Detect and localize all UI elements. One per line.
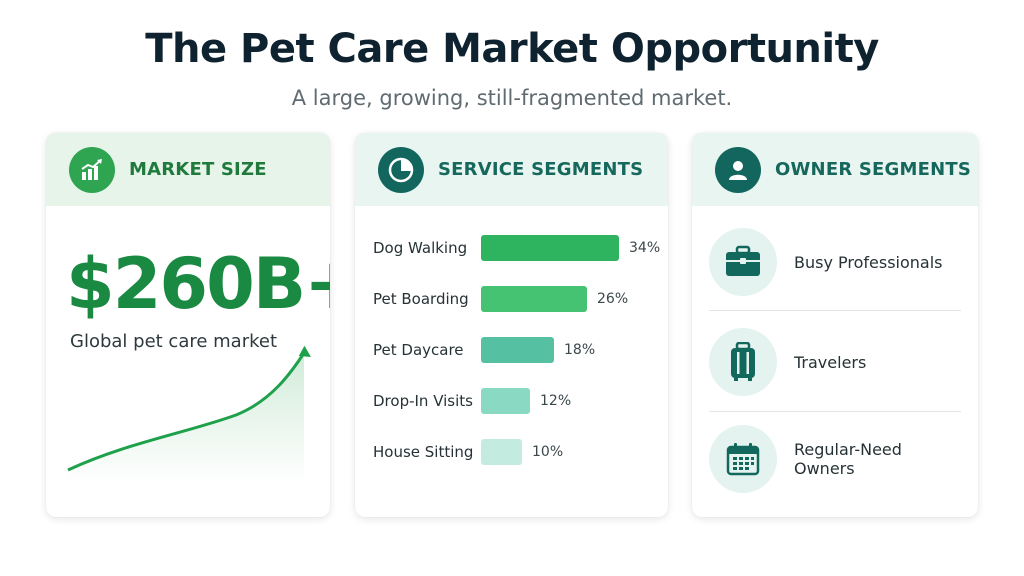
market-size-value: $260B+ (66, 243, 330, 325)
calendar-icon (709, 425, 777, 493)
divider (709, 310, 961, 311)
service-segment-percent: 26% (597, 291, 629, 307)
divider (709, 411, 961, 412)
service-segment-bar (481, 286, 587, 312)
service-segment-percent: 18% (564, 342, 596, 358)
user-icon (715, 146, 761, 193)
service-segments-card: SERVICE SEGMENTS Dog Walking 34% Pet Board… (355, 133, 668, 517)
service-segments-header: SERVICE SEGMENTS (355, 133, 668, 206)
growth-curve-illustration (67, 345, 311, 483)
page-title: The Pet Care Market Opportunity (145, 26, 879, 72)
service-segment-row: Pet Daycare 18% (373, 335, 595, 365)
owner-segment-item: Travelers (709, 328, 961, 396)
market-size-heading: MARKET SIZE (129, 159, 267, 180)
owner-segments-header: OWNER SEGMENTS (692, 133, 978, 206)
service-segment-row: Pet Boarding 26% (373, 284, 628, 314)
briefcase-icon (709, 228, 777, 296)
page-subtitle: A large, growing, still-fragmented marke… (291, 86, 733, 110)
service-segment-label: Dog Walking (373, 239, 468, 257)
market-size-card: MARKET SIZE $260B+ Global pet care marke… (46, 133, 330, 517)
service-segment-label: House Sitting (373, 443, 474, 461)
market-size-header: MARKET SIZE (46, 133, 330, 206)
owner-segment-label: Regular-Need Owners (794, 440, 902, 478)
market-size-description: Global pet care market (70, 331, 278, 352)
owner-segment-label: Busy Professionals (794, 252, 943, 272)
owner-segment-item: Busy Professionals (709, 228, 961, 296)
service-segment-label: Pet Boarding (373, 290, 469, 308)
service-segment-bar (481, 439, 522, 465)
owner-segment-item: Regular-Need Owners (709, 425, 961, 493)
service-segment-bar (481, 337, 554, 363)
service-segment-label: Pet Daycare (373, 341, 464, 359)
pie-chart-icon (378, 146, 424, 193)
service-segment-percent: 10% (532, 444, 564, 460)
owner-segments-heading: OWNER SEGMENTS (775, 159, 971, 180)
service-segment-label: Drop-In Visits (373, 392, 473, 410)
growth-chart-icon (69, 146, 115, 193)
service-segment-row: Drop-In Visits 12% (373, 386, 571, 416)
service-segment-bar (481, 235, 619, 261)
service-segment-percent: 12% (540, 393, 572, 409)
luggage-icon (709, 328, 777, 396)
service-segment-percent: 34% (629, 240, 661, 256)
service-segment-row: Dog Walking 34% (373, 233, 660, 263)
service-segment-bar (481, 388, 530, 414)
owner-segment-label: Travelers (794, 352, 867, 372)
service-segment-row: House Sitting 10% (373, 437, 563, 467)
service-segments-heading: SERVICE SEGMENTS (438, 159, 644, 180)
owner-segments-card: OWNER SEGMENTS Busy Professionals Tra (692, 133, 978, 517)
